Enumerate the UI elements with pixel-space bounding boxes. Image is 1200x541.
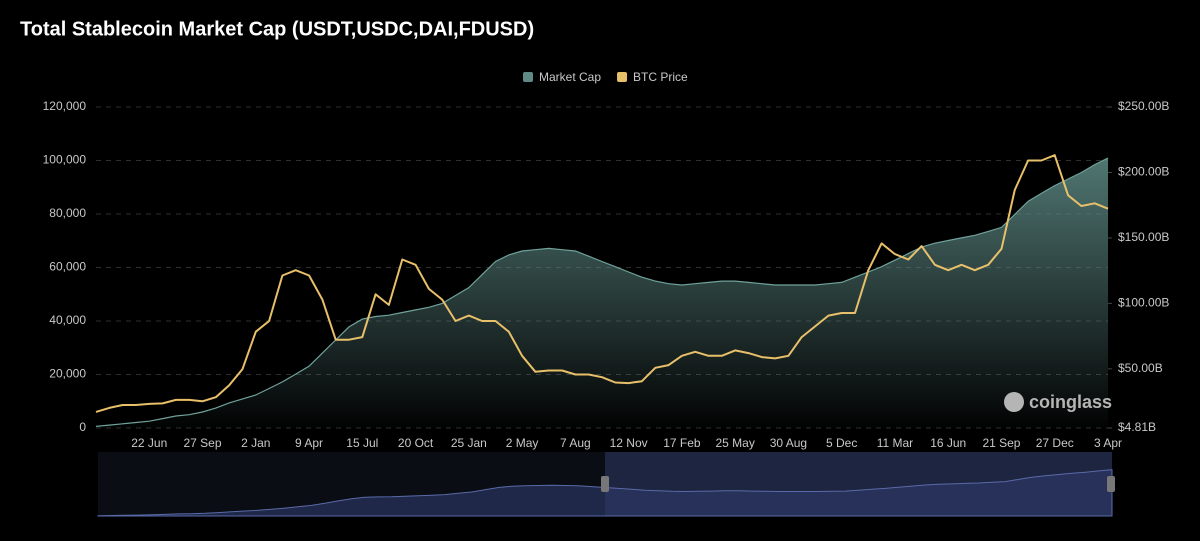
x-tick-label: 27 Sep [184,436,222,450]
y2-tick-label: $4.81B [1118,420,1156,434]
y-tick-label: 80,000 [49,206,86,220]
y-tick-label: 20,000 [49,367,86,381]
navigator-handle[interactable] [601,476,609,492]
x-tick-label: 15 Jul [346,436,378,450]
y-tick-label: 0 [79,420,86,434]
watermark: coinglass [1029,392,1112,412]
y2-tick-label: $200.00B [1118,165,1169,179]
x-tick-label: 20 Oct [398,436,434,450]
legend-label[interactable]: BTC Price [633,70,688,84]
x-tick-label: 22 Jun [131,436,167,450]
x-tick-label: 9 Apr [295,436,323,450]
chart-title: Total Stablecoin Market Cap (USDT,USDC,D… [20,18,534,40]
y-tick-label: 120,000 [43,99,87,113]
legend-swatch[interactable] [617,72,628,82]
x-tick-label: 7 Aug [560,436,591,450]
x-tick-label: 2 Jan [241,436,270,450]
x-tick-label: 30 Aug [770,436,807,450]
y-tick-label: 40,000 [49,313,86,327]
y2-tick-label: $50.00B [1118,361,1163,375]
x-tick-label: 12 Nov [610,436,648,450]
x-tick-label: 3 Apr [1094,436,1122,450]
x-tick-label: 2 May [506,436,539,450]
navigator-area [97,469,1113,517]
legend-swatch[interactable] [523,72,533,82]
x-tick-label: 17 Feb [663,436,701,450]
x-tick-label: 16 Jun [930,436,966,450]
x-tick-label: 5 Dec [826,436,857,450]
x-tick-label: 25 May [715,436,754,450]
area [96,158,1108,428]
x-tick-label: 11 Mar [877,436,913,450]
line [95,154,1109,413]
y2-tick-label: $250.00B [1118,99,1169,113]
y2-tick-label: $150.00B [1118,230,1169,244]
y-tick-label: 100,000 [43,153,87,167]
x-tick-label: 25 Jan [451,436,487,450]
area-edge [95,157,1109,427]
x-tick-label: 27 Dec [1036,436,1074,450]
legend-label[interactable]: Market Cap [539,70,601,84]
y-tick-label: 60,000 [49,260,86,274]
x-tick-label: 21 Sep [982,436,1020,450]
watermark-icon [1004,392,1024,412]
navigator-handle[interactable] [1107,476,1115,492]
y2-tick-label: $100.00B [1118,296,1169,310]
